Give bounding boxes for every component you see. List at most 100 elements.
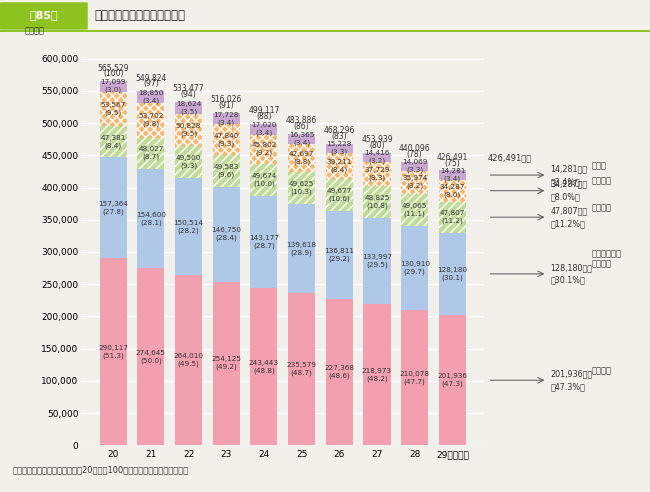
Bar bbox=[250, 164, 278, 196]
Bar bbox=[288, 144, 315, 172]
Bar bbox=[401, 194, 428, 225]
Bar bbox=[363, 218, 391, 304]
Bar bbox=[175, 146, 202, 178]
Bar bbox=[439, 315, 466, 445]
Text: 150,514
(28.2): 150,514 (28.2) bbox=[174, 219, 203, 234]
Bar bbox=[99, 92, 127, 126]
Bar bbox=[175, 178, 202, 275]
Text: 565,529: 565,529 bbox=[98, 63, 129, 72]
Bar bbox=[250, 135, 278, 164]
Text: 47,840
(9.3): 47,840 (9.3) bbox=[213, 133, 239, 147]
Bar bbox=[99, 157, 127, 258]
Bar bbox=[363, 162, 391, 186]
Bar bbox=[175, 146, 202, 178]
Bar bbox=[363, 162, 391, 186]
Text: （11.2%）: （11.2%） bbox=[551, 219, 586, 228]
Bar bbox=[137, 103, 164, 138]
Text: (91): (91) bbox=[218, 101, 234, 110]
Text: (97): (97) bbox=[143, 79, 159, 89]
Text: 426,491: 426,491 bbox=[437, 153, 468, 162]
Text: 201,936億円: 201,936億円 bbox=[551, 369, 593, 378]
Text: 453,939: 453,939 bbox=[361, 135, 393, 145]
Bar bbox=[326, 299, 353, 445]
Bar bbox=[213, 113, 240, 124]
Bar bbox=[401, 225, 428, 310]
Bar bbox=[326, 154, 353, 179]
Text: (80): (80) bbox=[369, 141, 385, 150]
Bar bbox=[326, 179, 353, 211]
Text: (78): (78) bbox=[407, 150, 422, 159]
Text: 47,807
(11.2): 47,807 (11.2) bbox=[439, 210, 465, 224]
Bar bbox=[250, 135, 278, 164]
Text: 130,910
(29.7): 130,910 (29.7) bbox=[400, 261, 430, 275]
FancyBboxPatch shape bbox=[0, 2, 88, 30]
Text: 49,677
(10.6): 49,677 (10.6) bbox=[326, 187, 352, 202]
Text: 第85図: 第85図 bbox=[30, 10, 58, 20]
Text: 50,828
(9.5): 50,828 (9.5) bbox=[176, 123, 202, 137]
Text: (83): (83) bbox=[332, 132, 347, 141]
Bar bbox=[175, 101, 202, 114]
Bar bbox=[401, 310, 428, 445]
Text: 企業債借入先別現在高の推移: 企業債借入先別現在高の推移 bbox=[94, 9, 185, 22]
Text: 49,625
(10.3): 49,625 (10.3) bbox=[289, 181, 315, 194]
Bar bbox=[326, 211, 353, 299]
Bar bbox=[137, 138, 164, 169]
Text: 53,702
(9.8): 53,702 (9.8) bbox=[138, 114, 164, 127]
Bar bbox=[137, 268, 164, 445]
Text: 地方公共団体
金融機構: 地方公共団体 金融機構 bbox=[592, 249, 622, 269]
Text: 133,997
(29.5): 133,997 (29.5) bbox=[362, 254, 392, 268]
Text: 47,381
(8.4): 47,381 (8.4) bbox=[101, 135, 126, 149]
Bar bbox=[213, 187, 240, 281]
Text: 16,365
(3.4): 16,365 (3.4) bbox=[289, 132, 315, 146]
Bar bbox=[363, 186, 391, 218]
Text: 48,027
(8.7): 48,027 (8.7) bbox=[138, 146, 164, 160]
Bar bbox=[288, 294, 315, 445]
Text: 14,281
(3.4): 14,281 (3.4) bbox=[439, 168, 465, 182]
Text: 14,281億円: 14,281億円 bbox=[551, 164, 588, 173]
Bar bbox=[175, 114, 202, 146]
Text: (75): (75) bbox=[445, 159, 460, 168]
Bar bbox=[439, 170, 466, 180]
Bar bbox=[363, 304, 391, 445]
Text: 426,491億円: 426,491億円 bbox=[488, 153, 532, 162]
Bar bbox=[288, 172, 315, 204]
Bar bbox=[288, 144, 315, 172]
Bar bbox=[326, 144, 353, 154]
Bar bbox=[401, 162, 428, 171]
Text: 201,936
(47.3): 201,936 (47.3) bbox=[437, 373, 467, 387]
Text: 48,825
(10.8): 48,825 (10.8) bbox=[364, 195, 389, 209]
Text: 136,811
(29.2): 136,811 (29.2) bbox=[324, 247, 354, 262]
Text: 516,026: 516,026 bbox=[211, 95, 242, 104]
Text: 210,078
(47.7): 210,078 (47.7) bbox=[400, 370, 430, 385]
Bar bbox=[213, 155, 240, 187]
Bar bbox=[250, 196, 278, 288]
Text: 17,728
(3.4): 17,728 (3.4) bbox=[213, 112, 239, 125]
Text: 468,296: 468,296 bbox=[324, 126, 355, 135]
Text: （30.1%）: （30.1%） bbox=[551, 276, 585, 285]
Text: 34,287
(8.0): 34,287 (8.0) bbox=[439, 184, 465, 198]
Text: 49,065
(11.1): 49,065 (11.1) bbox=[402, 203, 427, 217]
Text: 市中銀行: 市中銀行 bbox=[592, 177, 612, 185]
Text: 235,579
(48.7): 235,579 (48.7) bbox=[287, 363, 317, 376]
Bar bbox=[439, 180, 466, 202]
Text: 264,010
(49.5): 264,010 (49.5) bbox=[174, 353, 203, 367]
Text: 146,750
(28.4): 146,750 (28.4) bbox=[211, 227, 241, 241]
Bar bbox=[326, 179, 353, 211]
Text: 483,886: 483,886 bbox=[286, 116, 317, 125]
Bar bbox=[250, 123, 278, 135]
Bar bbox=[439, 180, 466, 202]
Text: 227,368
(48.6): 227,368 (48.6) bbox=[324, 365, 354, 379]
Bar bbox=[99, 92, 127, 126]
Text: 290,117
(51.3): 290,117 (51.3) bbox=[98, 345, 128, 359]
Bar bbox=[401, 171, 428, 194]
Bar bbox=[401, 194, 428, 225]
Text: 15,228
(3.3): 15,228 (3.3) bbox=[326, 141, 352, 155]
Text: 274,645
(50.0): 274,645 (50.0) bbox=[136, 350, 166, 364]
Bar bbox=[439, 233, 466, 315]
Bar bbox=[137, 169, 164, 268]
Text: 254,125
(49.2): 254,125 (49.2) bbox=[211, 356, 241, 370]
Text: 128,180
(30.1): 128,180 (30.1) bbox=[437, 267, 467, 281]
Text: 49,674
(10.0): 49,674 (10.0) bbox=[251, 173, 277, 187]
Bar bbox=[99, 126, 127, 157]
Bar bbox=[288, 172, 315, 204]
